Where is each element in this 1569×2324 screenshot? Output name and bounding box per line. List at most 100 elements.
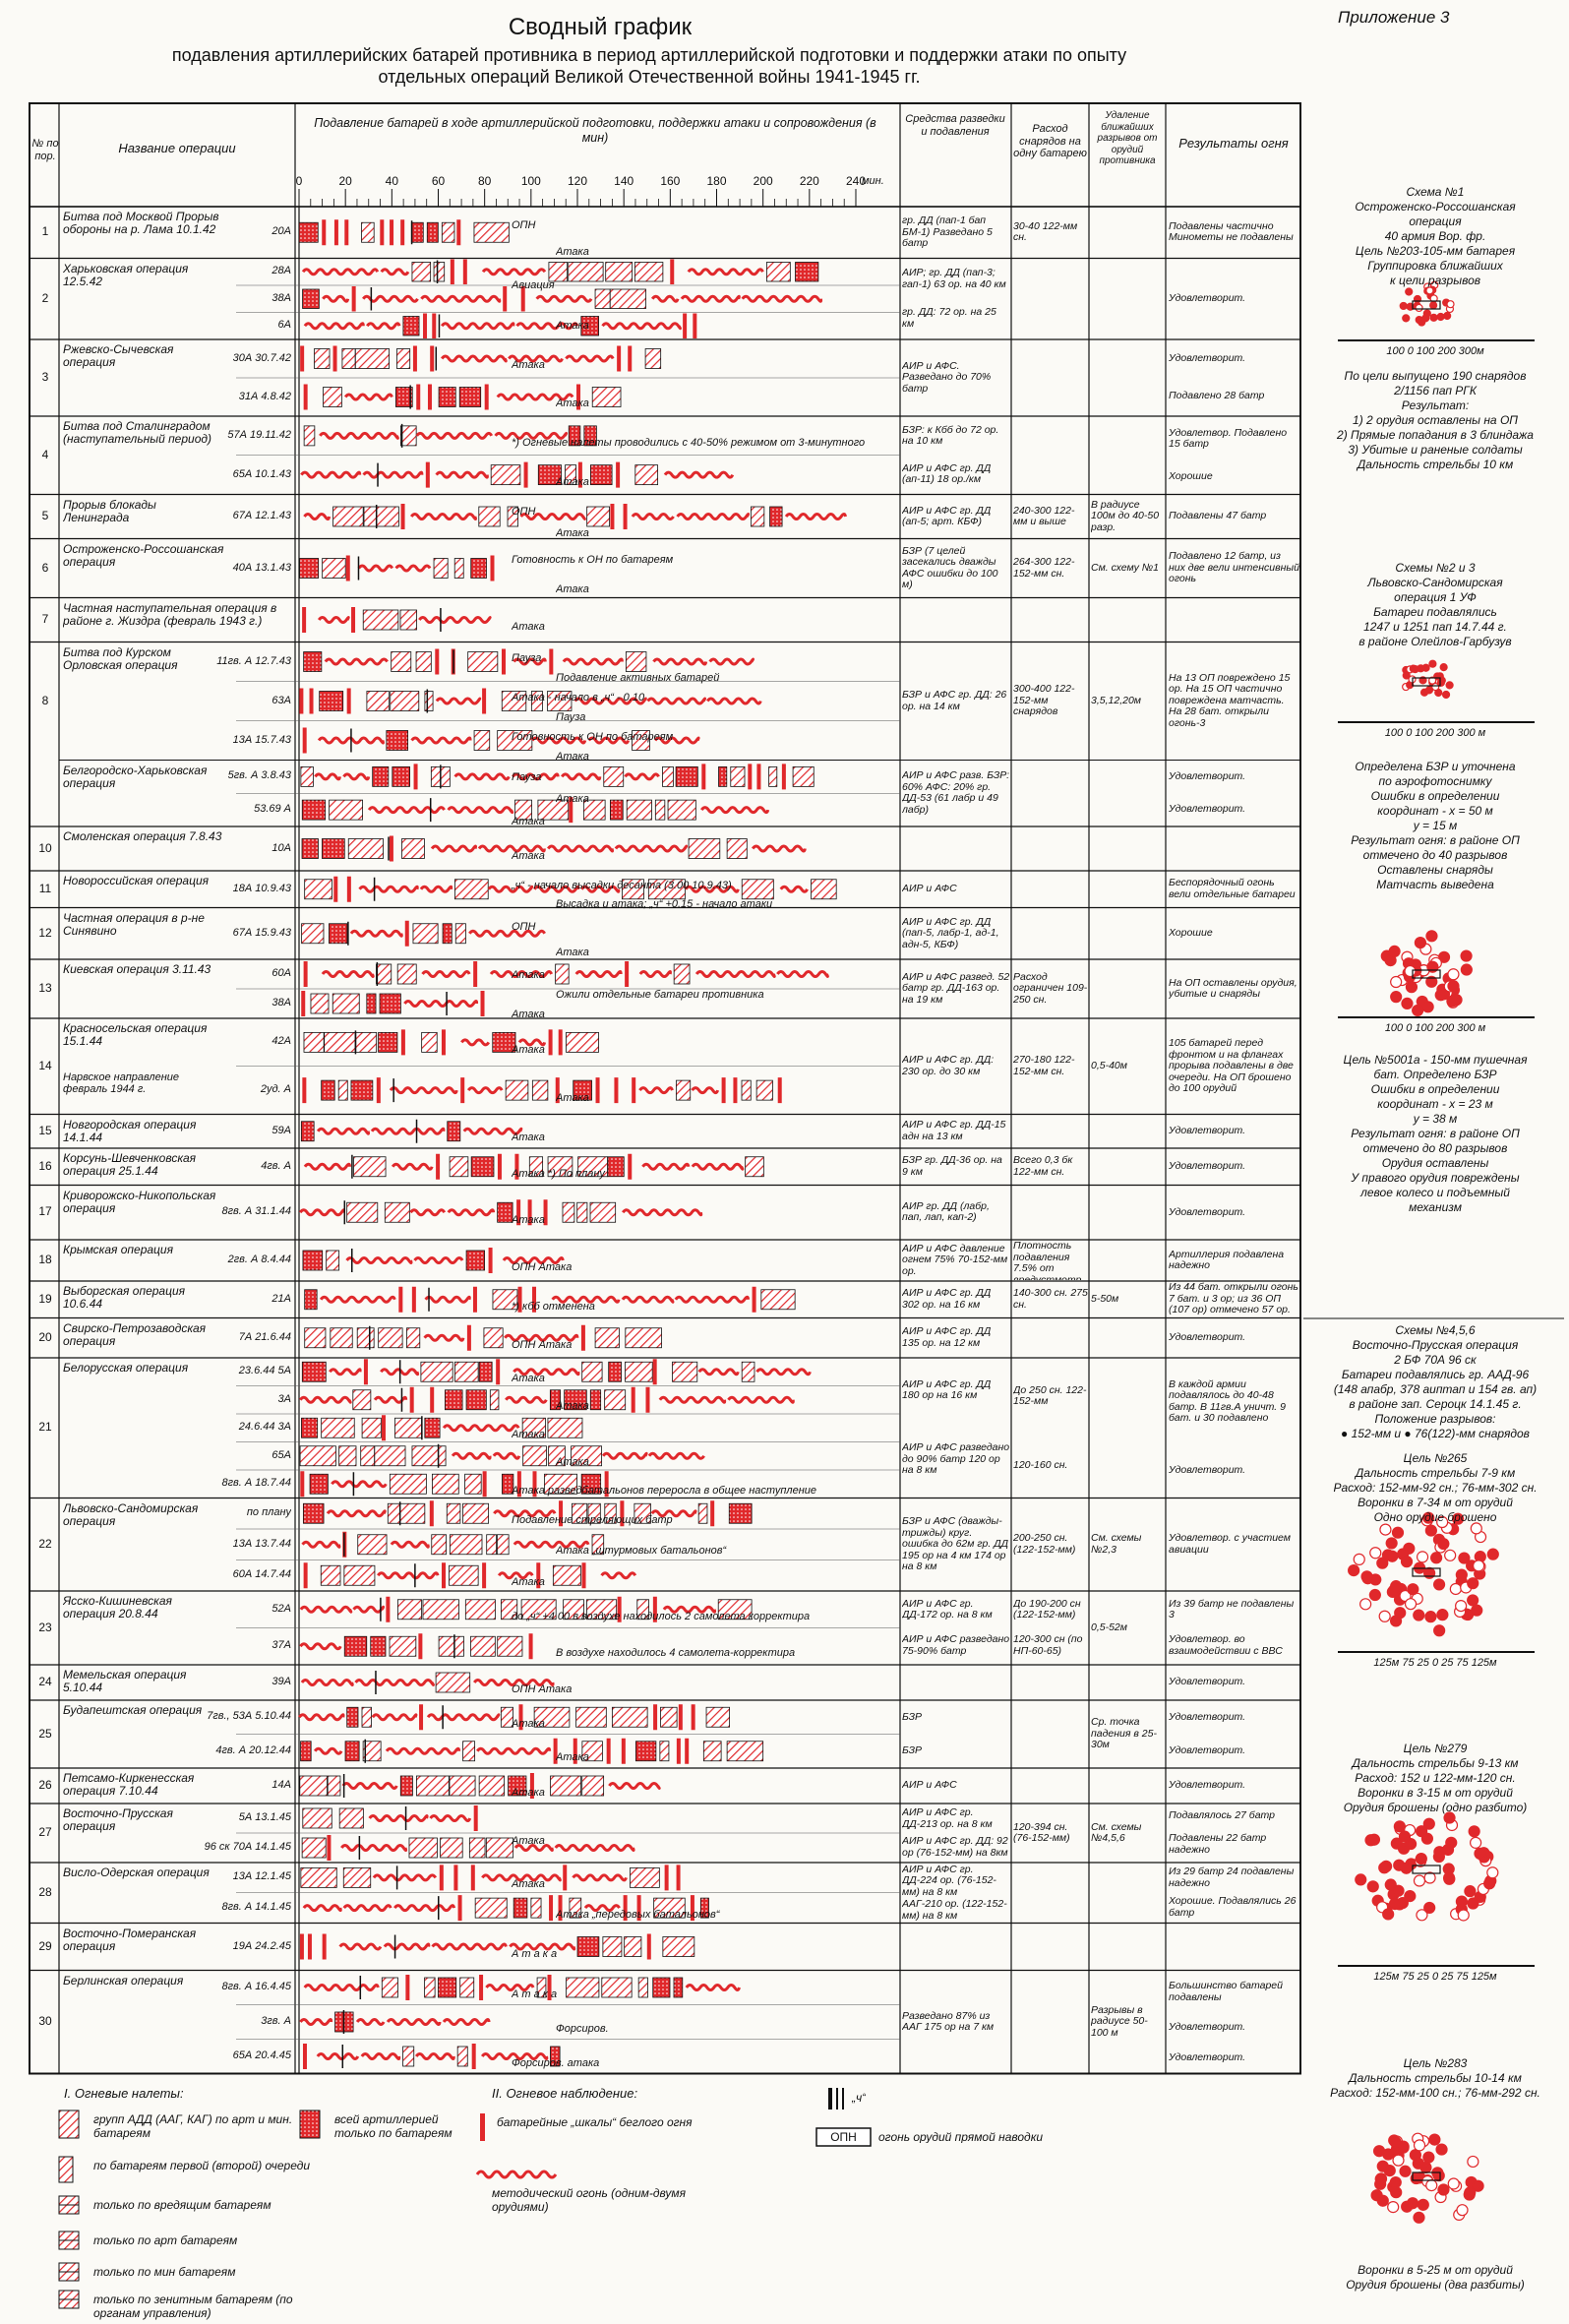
unit: 6А (277, 319, 291, 332)
cell-text: АИР и АФС (902, 883, 957, 894)
burst (1467, 2155, 1479, 2169)
battery-scale (300, 345, 305, 372)
unit: 39А (272, 1676, 291, 1687)
cell-text: БЗР (902, 1711, 923, 1723)
cell-text: Удовлетворит. (1169, 352, 1246, 365)
method-fire (314, 772, 341, 781)
op-name: Битва под Курском Орловская операция (63, 645, 178, 672)
burst (1400, 1556, 1414, 1568)
cell-exp: Всего 0,3 бк 122-мм сн. (1013, 1149, 1088, 1185)
cell-exp: 120-394 сн. (76-152-мм) (1013, 1804, 1088, 1862)
side-text: По цели выпущено 190 снарядов (1344, 369, 1527, 383)
legend-text: „ч“ (852, 2092, 867, 2104)
cell-means: БЗР и АФС гр. ДД: 26 ор. на 14 км (902, 643, 1010, 760)
op-name: Остроженско-Россошанская операция (63, 542, 224, 569)
header-exp: Расход снарядов на одну батарею (1013, 123, 1087, 159)
battery-scale (548, 1029, 553, 1056)
method-fire (638, 1086, 674, 1095)
side-text: 1247 и 1251 пап 14.7.44 г. (1363, 620, 1507, 634)
side-text: Цель №279 (1403, 1742, 1468, 1755)
fire-raid (566, 1977, 600, 1998)
burst (1446, 995, 1459, 1008)
battery-scale (427, 384, 432, 410)
tick-label: 200 (753, 175, 773, 187)
cell-text: АИР и АФС гр. ДД: 230 ор. до 30 км (902, 1054, 995, 1077)
cell-res: Удовлетворит. (1169, 1187, 1299, 1240)
cell-res: Удовлетвор. Подавлено 15 батр Хорошие (1169, 417, 1299, 494)
cell-text: До 250 сн. 122-152-мм (1013, 1383, 1087, 1407)
fire-raid (356, 1327, 375, 1349)
row-num: 30 (38, 2015, 52, 2027)
fire-raid (766, 262, 791, 282)
cell-text: Подавлено 12 батр, из них две вели интен… (1169, 550, 1299, 585)
method-fire (360, 2052, 401, 2060)
chart-note: Готовность к ОН по батареям (512, 730, 674, 743)
row-num: 12 (38, 926, 52, 939)
battery-scale (685, 1738, 690, 1764)
fire-raid (581, 1775, 605, 1797)
method-fire (608, 1782, 661, 1790)
all-artillery (378, 1031, 398, 1053)
fire-raid (303, 1031, 325, 1053)
cell-text: 0,5-52м (1091, 1621, 1127, 1633)
fire-raid (582, 799, 606, 821)
chart-note: Атака (512, 1786, 545, 1799)
method-fire (662, 1605, 717, 1614)
battery-scale (503, 286, 508, 312)
all-artillery (465, 1250, 485, 1271)
burst (1447, 968, 1460, 981)
unit: 37А (272, 1639, 291, 1652)
cell-dist: 0,5-52м (1091, 1592, 1165, 1664)
battery-scale (302, 2044, 307, 2069)
burst (1447, 980, 1460, 993)
side-text: операция 1 УФ (1394, 590, 1477, 604)
fire-raid (324, 1031, 356, 1053)
op-name: Восточно-Прусская операция (63, 1807, 173, 1833)
cell-text: 200-250 сн. (122-152-мм) (1013, 1532, 1076, 1556)
battery-scale (621, 1738, 626, 1764)
tick-label: 160 (660, 175, 681, 187)
fire-raid (303, 425, 316, 447)
all-artillery (379, 993, 401, 1014)
cell-text: Удовлетворит. (1169, 2021, 1246, 2033)
unit: 5А 13.1.45 (238, 1811, 291, 1823)
burst (1415, 1853, 1427, 1865)
fire-raid (705, 1706, 731, 1728)
battery-scale (346, 688, 351, 714)
row-num: 5 (41, 510, 49, 521)
method-fire (515, 322, 579, 331)
side-text: 40 армия Вор. фр. (1384, 229, 1486, 243)
method-fire (565, 354, 615, 363)
all-artillery (304, 1289, 318, 1311)
cell-means: АИР и АФС (902, 1769, 1010, 1803)
fire-raid (424, 1977, 436, 1998)
method-fire (477, 844, 546, 853)
fire-raid (632, 730, 650, 751)
cell-text: АИР; гр. ДД (пап-3; гап-1) 63 ор. на 40 … (902, 267, 1006, 290)
fire-raid (604, 1389, 627, 1411)
burst (1416, 1909, 1428, 1922)
side-text: Дальность стрельбы 7-9 км (1355, 1466, 1516, 1480)
method-fire (517, 1038, 547, 1047)
fire-raid (361, 221, 375, 243)
tick-unit: мин. (862, 175, 884, 187)
fire-raid (397, 1599, 422, 1621)
method-fire (316, 2052, 360, 2060)
fire-raid (536, 1977, 547, 1998)
fire-raid (688, 838, 721, 859)
method-fire (355, 2018, 386, 2026)
chart-note: Атака (512, 1009, 545, 1020)
all-artillery (589, 1389, 602, 1411)
cell-text: 120-300 сн (по НП-60-65) (1013, 1633, 1083, 1657)
chart-note: Форсиров. атака (512, 2056, 600, 2069)
cell-text: АИР и АФС гр. ДД (ап-5; арт. КБФ) (902, 504, 992, 527)
method-fire (691, 1086, 720, 1095)
cell-text: АИР и АФС разведано до 90% батр 120 ор н… (902, 1441, 1010, 1477)
battery-scale (333, 876, 338, 902)
method-fire (497, 1571, 534, 1580)
battery-scale (432, 313, 437, 338)
chart-note: Готовность к ОН по батареям (512, 554, 674, 566)
op-name: Смоленская операция 7.8.43 (63, 830, 222, 843)
battery-scale (527, 1199, 532, 1226)
fire-raid (501, 691, 527, 711)
